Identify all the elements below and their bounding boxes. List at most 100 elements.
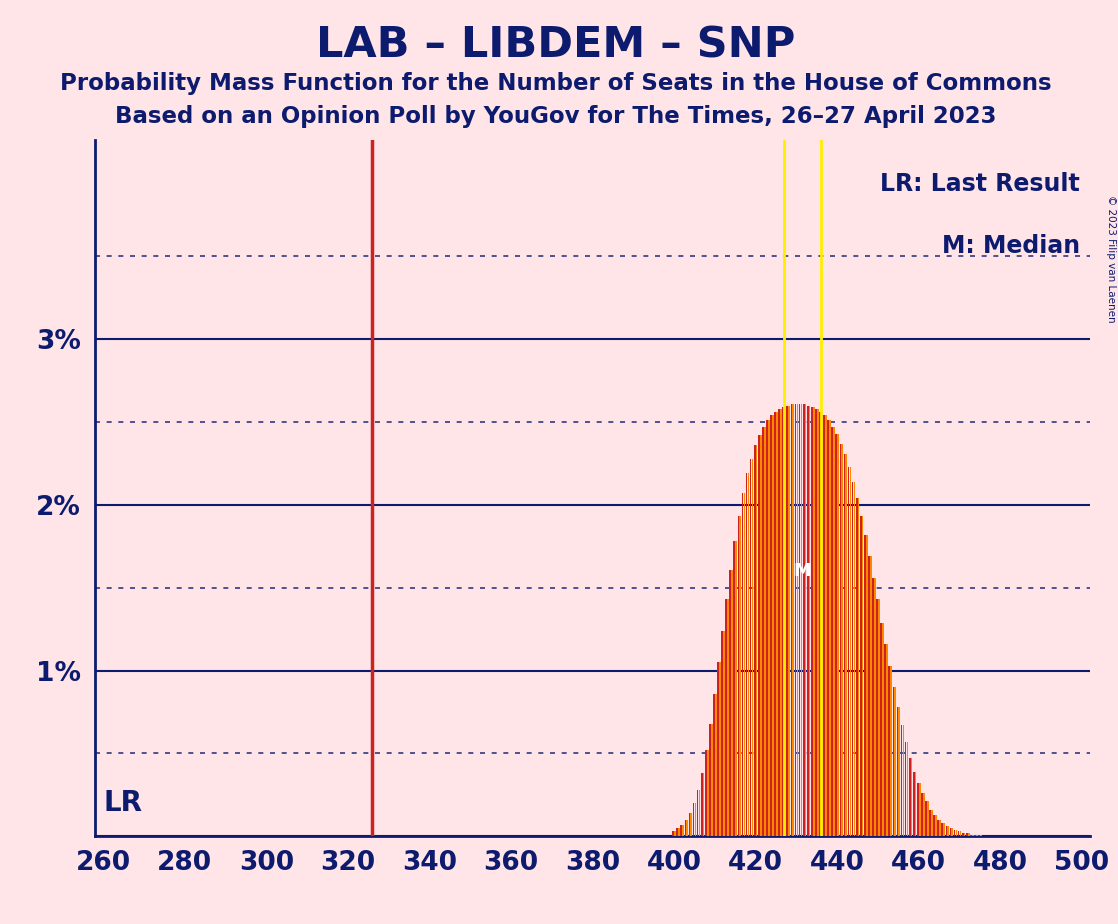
Bar [756,445,758,836]
Bar [970,834,972,836]
Bar [709,723,711,836]
Bar [739,517,741,836]
Bar [951,828,954,836]
Bar [703,773,704,836]
Bar [897,707,898,836]
Bar [830,420,831,836]
Bar [882,623,884,836]
Bar [917,784,919,836]
Bar [711,723,712,836]
Bar [682,824,684,836]
Bar [713,694,714,836]
Bar [864,535,865,836]
Bar [701,773,702,836]
Bar [966,833,968,836]
Bar [773,416,774,836]
Bar [946,826,947,836]
Bar [726,600,727,836]
Text: LAB – LIBDEM – SNP: LAB – LIBDEM – SNP [316,25,795,67]
Bar [949,828,951,836]
Bar [825,416,827,836]
Bar [890,665,892,836]
Bar [705,750,707,836]
Bar [795,404,796,836]
Bar [766,420,768,836]
Bar [805,404,806,836]
Bar [901,725,902,836]
Bar [811,407,813,836]
Bar [691,813,692,836]
Bar [923,793,925,836]
Bar [813,407,815,836]
Bar [800,404,803,836]
Bar [904,742,907,836]
Bar [833,427,835,836]
Bar [972,834,974,836]
Bar [878,600,880,836]
Bar [894,687,897,836]
Bar [980,834,982,836]
Bar [743,493,746,836]
Bar [956,830,957,836]
Bar [931,809,932,836]
Bar [877,600,878,836]
Bar [674,832,676,836]
Bar [941,823,944,836]
Bar [959,832,961,836]
Text: M: M [794,562,812,580]
Bar [672,832,674,836]
Bar [815,408,817,836]
Bar [786,406,788,836]
Bar [780,408,781,836]
Bar [872,578,874,836]
Bar [717,663,719,836]
Bar [684,820,686,836]
Bar [868,556,870,836]
Text: M: Median: M: Median [942,235,1080,259]
Bar [788,406,790,836]
Bar [778,408,780,836]
Bar [880,623,882,836]
Bar [915,772,917,836]
Bar [842,444,843,836]
Bar [729,569,731,836]
Text: LR: LR [103,789,142,817]
Bar [808,406,811,836]
Bar [758,435,759,836]
Bar [976,834,977,836]
Bar [681,824,682,836]
Bar [937,820,939,836]
Bar [854,481,855,836]
Bar [750,458,751,836]
Bar [919,784,920,836]
Bar [721,631,723,836]
Bar [693,803,694,836]
Bar [776,412,778,836]
Bar [754,445,756,836]
Bar [837,433,838,836]
Bar [899,707,900,836]
Bar [714,694,717,836]
Bar [852,481,853,836]
Bar [911,759,912,836]
Bar [770,416,771,836]
Bar [865,535,868,836]
Bar [676,828,679,836]
Bar [741,493,743,836]
Bar [968,833,969,836]
Bar [884,644,887,836]
Bar [807,406,808,836]
Bar [845,454,847,836]
Bar [793,404,794,836]
Bar [850,467,851,836]
Bar [760,435,761,836]
Bar [978,834,979,836]
Bar [817,408,818,836]
Bar [748,473,749,836]
Bar [902,725,904,836]
Bar [889,665,890,836]
Bar [961,833,964,836]
Bar [679,828,680,836]
Bar [785,407,786,836]
Bar [736,541,737,836]
